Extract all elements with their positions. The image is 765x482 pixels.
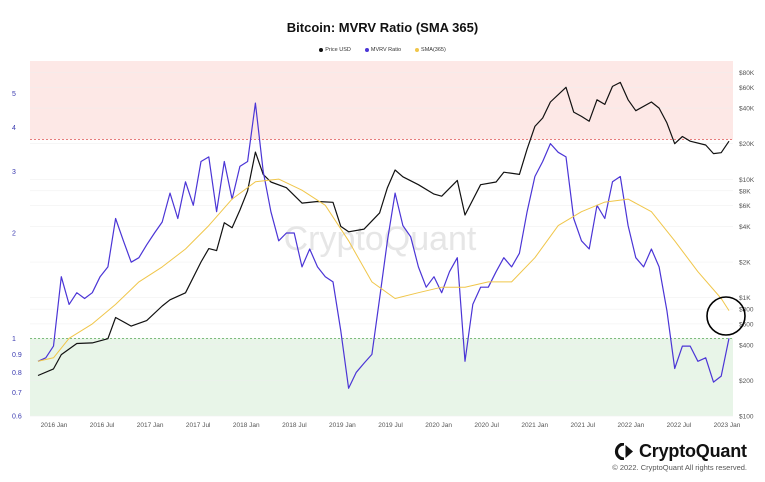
y-left-tick-label-0: 0.6	[12, 414, 22, 421]
y-left-tick-label-1: 0.7	[12, 390, 22, 397]
y-right-tick-label-6: $2K	[739, 260, 751, 267]
legend-label-sma: SMA(365)	[421, 47, 446, 53]
legend-label-mvrv: MVRV Ratio	[370, 47, 402, 53]
x-tick-label-13: 2022 Jul	[667, 422, 692, 429]
y-left-tick-label-3: 0.9	[12, 352, 22, 359]
y-right-tick-label-7: $4K	[739, 224, 751, 231]
y-left-tick-label-2: 0.8	[12, 370, 22, 377]
x-tick-label-0: 2016 Jan	[41, 422, 68, 429]
y-right-tick-label-8: $6K	[739, 203, 751, 210]
legend-dot-mvrv	[364, 48, 369, 52]
x-tick-label-11: 2021 Jul	[570, 422, 595, 429]
y-left-tick-label-5: 2	[12, 230, 16, 237]
series-line-1	[37, 102, 730, 389]
cryptoquant-logo-icon	[614, 443, 633, 460]
y-left-tick-label-8: 5	[12, 91, 16, 98]
y-right-tick-label-0: $100	[739, 414, 754, 421]
legend: Price USD MVRV Ratio SMA(365)	[0, 47, 765, 53]
legend-dot-sma	[415, 48, 420, 52]
x-tick-label-4: 2018 Jan	[233, 422, 260, 429]
x-tick-label-14: 2023 Jan	[714, 422, 741, 429]
x-tick-label-7: 2019 Jul	[378, 422, 403, 429]
y-right-tick-label-12: $40K	[739, 106, 755, 113]
y-right-tick-label-5: $1K	[739, 295, 751, 302]
y-right-tick-label-1: $200	[739, 378, 754, 385]
x-tick-label-12: 2022 Jan	[617, 422, 644, 429]
series-line-0	[37, 81, 730, 377]
y-right-tick-label-3: $600	[739, 321, 754, 328]
y-left-tick-label-4: 1	[12, 336, 16, 343]
y-right-tick-label-9: $8K	[739, 188, 751, 195]
x-tick-label-10: 2021 Jan	[521, 422, 548, 429]
x-tick-label-1: 2016 Jul	[90, 422, 115, 429]
copyright: © 2022. CryptoQuant All rights reserved.	[612, 463, 747, 472]
y-right-tick-label-11: $20K	[739, 141, 755, 148]
x-tick-label-5: 2018 Jul	[282, 422, 307, 429]
brand-logo: CryptoQuant	[613, 441, 747, 462]
y-right-tick-label-14: $80K	[739, 70, 755, 77]
legend-item-sma[interactable]: SMA(365)	[415, 47, 446, 53]
zone-band-0	[30, 61, 733, 140]
legend-label-price: Price USD	[325, 47, 351, 53]
y-right-tick-label-2: $400	[739, 342, 754, 349]
legend-item-price[interactable]: Price USD	[319, 47, 351, 53]
y-right-tick-label-10: $10K	[739, 177, 755, 184]
y-right-tick-label-13: $60K	[739, 85, 755, 92]
legend-item-mvrv[interactable]: MVRV Ratio	[364, 47, 402, 53]
y-left-tick-label-7: 4	[12, 125, 16, 132]
zone-band-1	[30, 338, 733, 416]
series-line-2	[37, 178, 730, 362]
brand-name: CryptoQuant	[639, 441, 747, 461]
legend-dot-price	[319, 48, 324, 52]
chart-title: Bitcoin: MVRV Ratio (SMA 365)	[286, 20, 479, 35]
watermark-text: CryptoQuant	[284, 220, 477, 258]
x-tick-label-8: 2020 Jan	[425, 422, 452, 429]
y-right-tick-label-4: $800	[739, 307, 754, 314]
x-tick-label-2: 2017 Jan	[137, 422, 164, 429]
x-tick-label-3: 2017 Jul	[186, 422, 211, 429]
y-left-tick-label-6: 3	[12, 169, 16, 176]
annotation-circle	[706, 296, 746, 336]
x-tick-label-9: 2020 Jul	[474, 422, 499, 429]
x-tick-label-6: 2019 Jan	[329, 422, 356, 429]
